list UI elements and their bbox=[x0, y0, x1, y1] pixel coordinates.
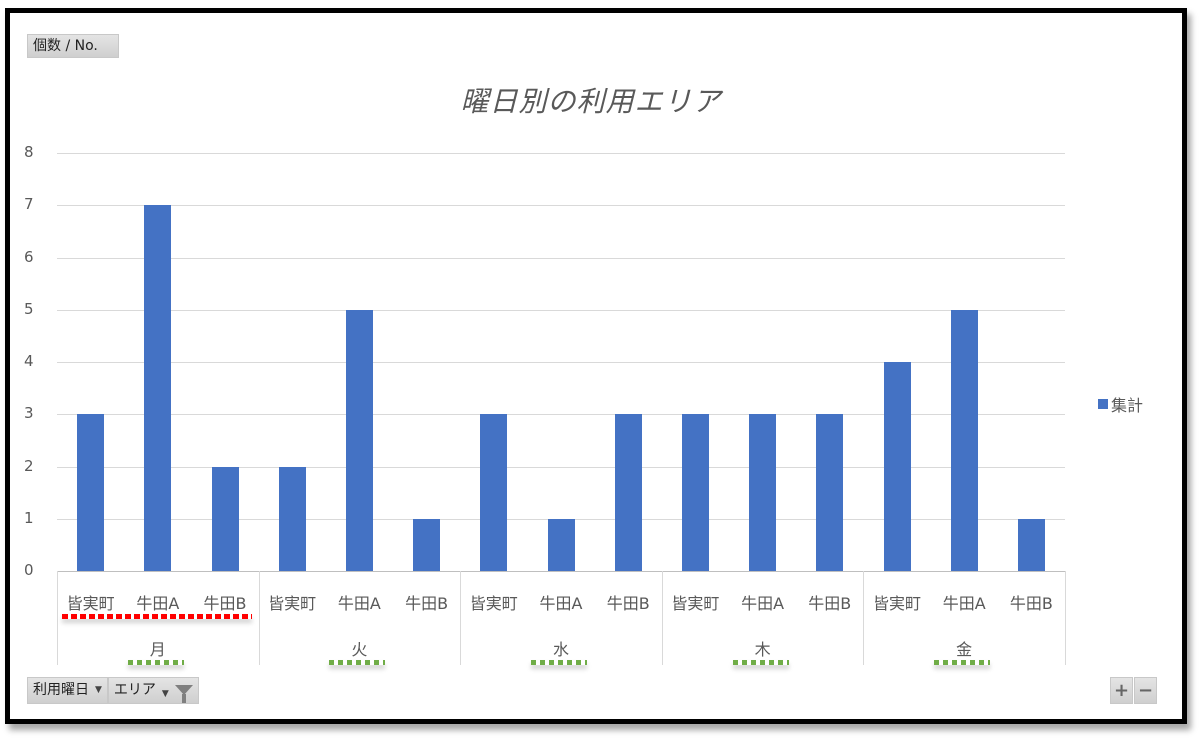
area-label: 皆実町 bbox=[66, 594, 115, 613]
y-axis-tick: 6 bbox=[24, 247, 34, 266]
category-separator bbox=[57, 571, 58, 665]
gridline bbox=[57, 466, 1065, 468]
y-axis-tick: 4 bbox=[24, 352, 34, 370]
y-axis-tick: 3 bbox=[24, 404, 34, 423]
day-underline bbox=[934, 660, 991, 665]
area-underline-highlight bbox=[62, 614, 252, 619]
y-axis-tick: 2 bbox=[24, 456, 34, 475]
day-label: 水 bbox=[552, 640, 569, 659]
y-axis-tick: 1 bbox=[24, 508, 34, 527]
gridline bbox=[57, 571, 1065, 572]
bar[interactable] bbox=[211, 466, 239, 571]
legend-label: 集計 bbox=[1111, 396, 1144, 415]
y-axis-tick: 8 bbox=[24, 143, 34, 161]
bar[interactable] bbox=[480, 414, 508, 571]
day-label: 火 bbox=[351, 640, 368, 659]
bar[interactable] bbox=[345, 309, 373, 571]
expand-field-button[interactable]: + bbox=[1110, 677, 1133, 704]
gridline bbox=[57, 153, 1065, 154]
area-label: 牛田A bbox=[539, 594, 583, 613]
area-label: 牛田A bbox=[337, 594, 381, 613]
day-underline bbox=[531, 660, 587, 665]
area-label: 牛田B bbox=[606, 594, 650, 613]
y-axis-tick: 7 bbox=[24, 195, 34, 214]
bar[interactable] bbox=[749, 414, 777, 571]
axis-field-label: エリア bbox=[113, 682, 156, 698]
area-label: 皆実町 bbox=[268, 594, 317, 613]
day-label: 木 bbox=[754, 640, 771, 659]
day-label: 月 bbox=[149, 640, 166, 659]
dropdown-arrow-icon[interactable]: ▼ bbox=[95, 685, 102, 695]
gridline bbox=[57, 362, 1065, 363]
bar[interactable] bbox=[278, 466, 306, 571]
dropdown-arrow-icon[interactable]: ▼ bbox=[161, 689, 169, 699]
day-underline bbox=[732, 660, 789, 665]
legend[interactable]: 集計 bbox=[1098, 392, 1143, 416]
area-label: 牛田B bbox=[808, 594, 852, 613]
area-label: 牛田B bbox=[1009, 594, 1053, 613]
gridline bbox=[57, 205, 1065, 207]
category-separator bbox=[258, 571, 260, 665]
field-zoom-controls: + − bbox=[1110, 677, 1157, 704]
filter-funnel-icon[interactable] bbox=[174, 684, 193, 703]
gridline bbox=[57, 414, 1065, 416]
bar[interactable] bbox=[614, 414, 642, 571]
chart-frame bbox=[5, 8, 1187, 724]
area-label: 牛田B bbox=[203, 594, 247, 613]
day-label: 金 bbox=[956, 640, 973, 659]
bar[interactable] bbox=[950, 309, 978, 571]
bar[interactable] bbox=[77, 414, 105, 571]
area-label: 牛田A bbox=[741, 594, 785, 613]
area-label: 牛田A bbox=[136, 594, 180, 613]
chart-title: 曜日別の利用エリア bbox=[460, 85, 722, 118]
bar[interactable] bbox=[1017, 518, 1045, 571]
area-label: 牛田A bbox=[942, 594, 986, 613]
category-separator bbox=[661, 571, 663, 665]
bar[interactable] bbox=[816, 414, 844, 571]
area-label: 皆実町 bbox=[671, 594, 720, 613]
bar[interactable] bbox=[413, 518, 441, 571]
gridline bbox=[57, 309, 1065, 311]
bar[interactable] bbox=[681, 414, 709, 571]
y-axis-tick: 5 bbox=[24, 299, 34, 318]
day-underline bbox=[127, 660, 184, 665]
axis-field-button-area[interactable]: エリア ▼ bbox=[107, 677, 199, 704]
day-underline bbox=[329, 660, 386, 665]
legend-swatch-icon bbox=[1098, 399, 1108, 409]
category-separator bbox=[1065, 571, 1066, 665]
value-field-button[interactable]: 個数 / No. bbox=[27, 34, 119, 58]
area-label: 牛田B bbox=[405, 594, 449, 613]
bar[interactable] bbox=[883, 362, 911, 571]
category-separator bbox=[460, 571, 462, 665]
area-label: 皆実町 bbox=[469, 594, 518, 613]
collapse-field-button[interactable]: − bbox=[1134, 677, 1157, 704]
bar[interactable] bbox=[547, 518, 575, 571]
axis-field-label: 利用曜日 bbox=[33, 682, 89, 698]
axis-field-button-day[interactable]: 利用曜日 ▼ bbox=[27, 677, 108, 704]
axis-field-buttons: 利用曜日 ▼ エリア ▼ bbox=[27, 677, 199, 704]
y-axis-tick: 0 bbox=[24, 561, 34, 579]
gridline bbox=[57, 257, 1065, 259]
bar[interactable] bbox=[144, 205, 172, 571]
area-label: 皆実町 bbox=[872, 594, 921, 613]
category-separator bbox=[863, 571, 865, 665]
